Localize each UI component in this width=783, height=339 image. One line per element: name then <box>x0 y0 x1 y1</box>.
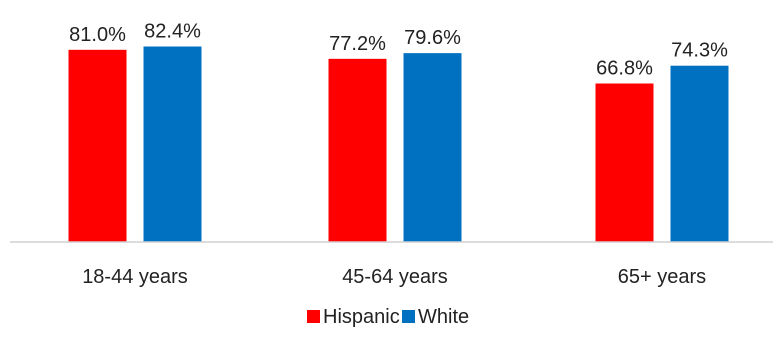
bar-white-0 <box>143 46 202 242</box>
category-label-0: 18-44 years <box>82 266 188 288</box>
legend-label-hispanic: Hispanic <box>323 306 400 328</box>
legend-label-white: White <box>418 306 469 328</box>
bar-white-1 <box>403 53 462 242</box>
bar-hispanic-1 <box>328 58 387 243</box>
data-label-white-0: 82.4% <box>144 21 201 43</box>
bars-group <box>68 46 729 243</box>
data-label-hispanic-2: 66.8% <box>596 58 653 80</box>
legend: Hispanic White <box>307 306 469 328</box>
legend-swatch-hispanic <box>307 310 320 323</box>
category-label-2: 65+ years <box>618 266 706 288</box>
bar-labels-group: 81.0% 82.4% 77.2% 79.6% 66.8% 74.3% <box>69 21 728 80</box>
data-label-hispanic-0: 81.0% <box>69 24 126 46</box>
legend-swatch-white <box>402 310 415 323</box>
category-labels-group: 18-44 years 45-64 years 65+ years <box>82 266 706 288</box>
bar-hispanic-0 <box>68 49 127 243</box>
data-label-white-2: 74.3% <box>671 40 728 62</box>
category-label-1: 45-64 years <box>342 266 448 288</box>
data-label-white-1: 79.6% <box>404 27 461 49</box>
bar-hispanic-2 <box>595 83 654 242</box>
bar-white-2 <box>670 65 729 243</box>
data-label-hispanic-1: 77.2% <box>329 33 386 55</box>
